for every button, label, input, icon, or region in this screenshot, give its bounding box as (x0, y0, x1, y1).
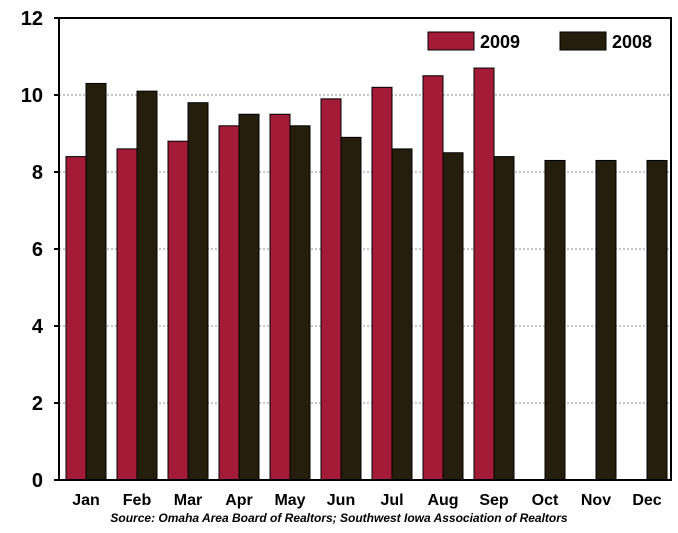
bar-2009-apr (218, 125, 240, 481)
y-tick-label: 0 (32, 470, 43, 492)
x-tick-label: Jul (380, 492, 403, 509)
x-tick-label: Nov (581, 492, 611, 509)
bar-2008-nov (595, 159, 617, 481)
bar-series (65, 67, 668, 481)
y-tick-label: 6 (32, 239, 43, 261)
x-tick-label: Mar (174, 492, 202, 509)
bar-2009-aug (422, 75, 444, 481)
bar-2008-jul (391, 148, 413, 481)
bar-2008-may (289, 125, 311, 481)
legend-label-2009: 2009 (480, 32, 520, 52)
bar-2008-jan (85, 82, 107, 481)
legend-swatch-2008 (559, 31, 607, 51)
legend: 2009 2008 (427, 31, 652, 52)
x-tick-label: Feb (123, 492, 152, 509)
y-tick-label: 4 (32, 316, 44, 338)
bar-2009-feb (116, 148, 138, 481)
x-tick-label: Oct (532, 492, 559, 509)
bar-2008-aug (442, 152, 464, 481)
bar-2008-dec (646, 159, 668, 481)
bar-2008-apr (238, 113, 260, 481)
source-note: Source: Omaha Area Board of Realtors; So… (110, 511, 568, 525)
legend-swatch-2009 (427, 31, 475, 51)
y-axis: 0 2 4 6 8 10 12 (21, 8, 59, 492)
bar-2009-mar (167, 140, 189, 481)
x-tick-label: Jun (327, 492, 355, 509)
x-axis: Jan Feb Mar Apr May Jun Jul Aug Sep Oct Nov Dec (72, 492, 662, 509)
legend-label-2008: 2008 (612, 32, 652, 52)
bar-2008-sep (493, 156, 515, 481)
bar-2009-jan (65, 156, 87, 481)
bar-2009-jun (320, 98, 342, 481)
x-tick-label: May (274, 492, 305, 509)
bar-2008-oct (544, 159, 566, 481)
x-tick-label: Sep (479, 492, 509, 509)
x-tick-label: Dec (632, 492, 661, 509)
y-tick-label: 12 (21, 8, 43, 30)
bar-2009-sep (473, 67, 495, 481)
bar-2009-may (269, 113, 291, 481)
x-tick-label: Apr (225, 492, 253, 509)
y-tick-label: 10 (21, 85, 43, 107)
bar-2008-jun (340, 136, 362, 481)
y-tick-label: 8 (32, 162, 43, 184)
bar-2008-feb (136, 90, 158, 481)
x-tick-label: Jan (72, 492, 100, 509)
bar-2009-jul (371, 86, 393, 481)
bar-2008-mar (187, 102, 209, 481)
y-tick-label: 2 (32, 393, 43, 415)
gridlines (59, 94, 671, 404)
x-tick-label: Aug (427, 492, 458, 509)
